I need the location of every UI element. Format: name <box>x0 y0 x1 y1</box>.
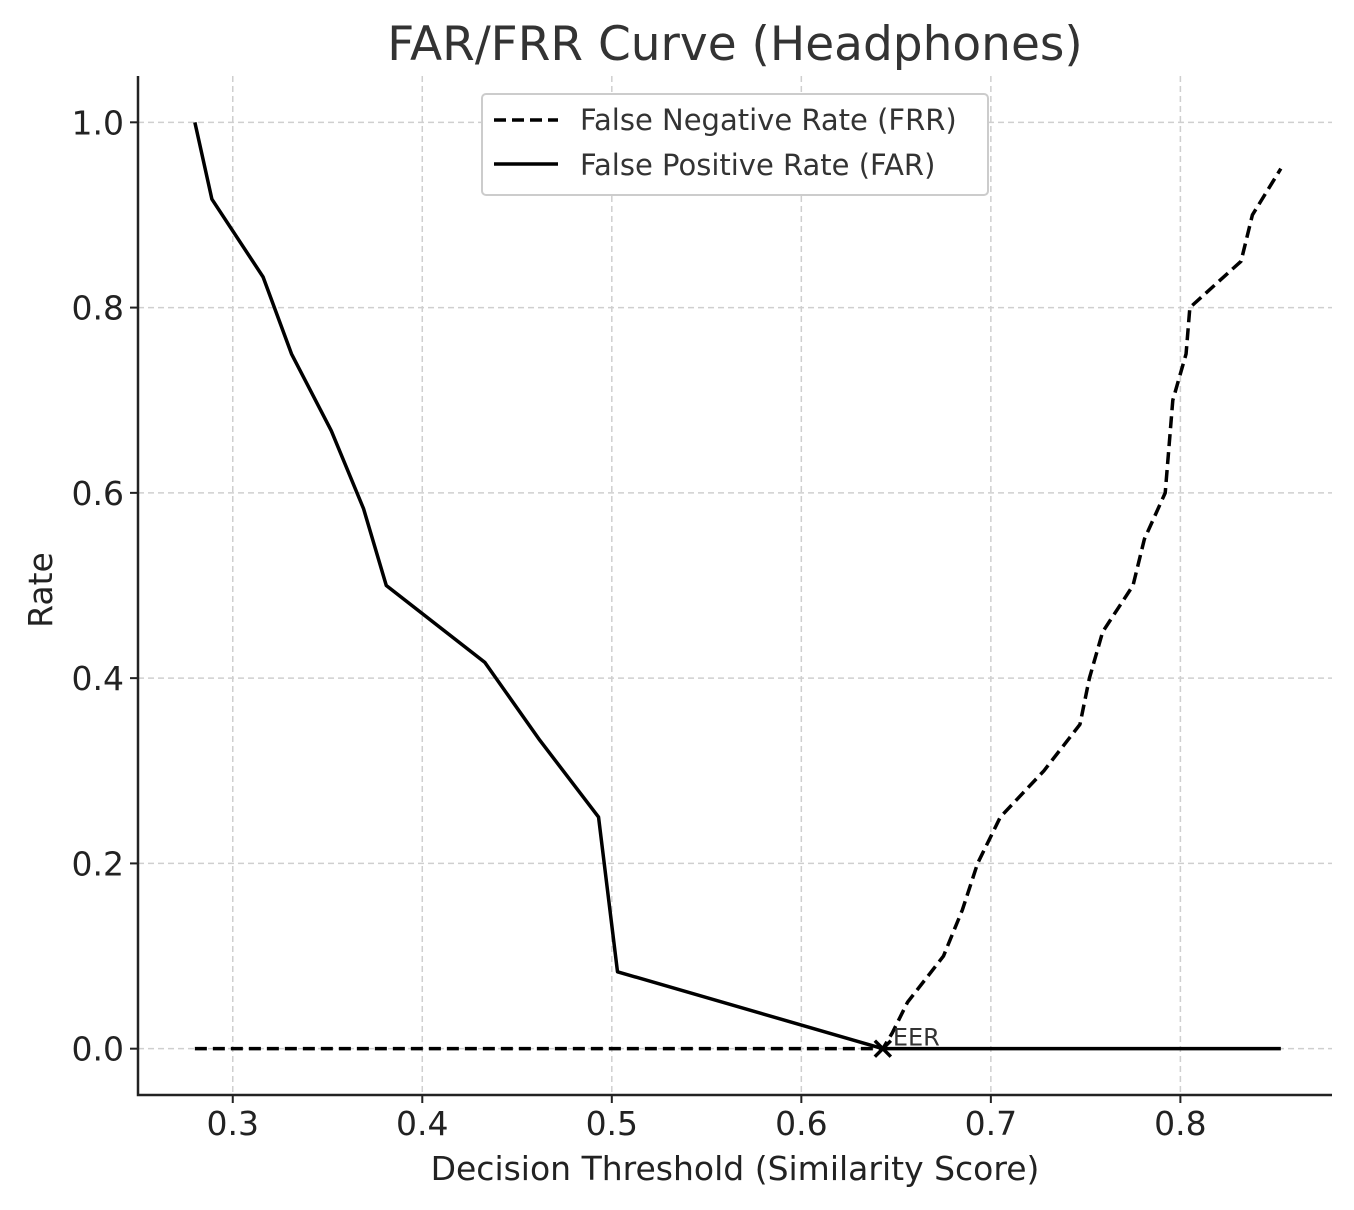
chart-title: FAR/FRR Curve (Headphones) <box>387 17 1082 72</box>
y-tick-label: 1.0 <box>72 103 124 142</box>
y-tick-label: 0.8 <box>72 289 124 328</box>
axis-spines <box>136 76 1332 1097</box>
annotation-layer: EER <box>873 1024 940 1058</box>
eer-marker <box>873 1039 893 1058</box>
x-tick-label: 0.8 <box>1154 1104 1206 1143</box>
legend-label-frr: False Negative Rate (FRR) <box>580 103 957 137</box>
x-tick-label: 0.5 <box>586 1104 638 1143</box>
x-tick-label: 0.6 <box>775 1104 827 1143</box>
eer-label: EER <box>893 1024 940 1052</box>
series-line-frr <box>194 167 1283 1051</box>
y-tick-label: 0.6 <box>72 474 124 513</box>
series-layer <box>193 121 1283 1051</box>
x-tick-label: 0.7 <box>965 1104 1017 1143</box>
legend-label-far: False Positive Rate (FAR) <box>580 148 935 182</box>
legend: False Negative Rate (FRR) False Positive… <box>481 93 989 196</box>
legend-frame <box>481 93 989 196</box>
series-line-far <box>193 121 1281 1051</box>
y-tick-label: 0.4 <box>72 659 124 698</box>
y-tick-label: 0.2 <box>72 844 124 883</box>
y-axis-label: Rate <box>21 552 60 628</box>
x-axis-label: Decision Threshold (Similarity Score) <box>431 1149 1040 1188</box>
x-tick-label: 0.4 <box>396 1104 448 1143</box>
eer-marker-stroke-b <box>873 1039 893 1058</box>
axes-layer: 0.3 0.4 0.5 0.6 0.7 0.8 0.0 0.2 0.4 0.6 0.8 1.0 <box>72 76 1332 1143</box>
grid-layer <box>138 76 1332 1095</box>
y-tick-label: 0.0 <box>72 1030 124 1069</box>
x-tick-label: 0.3 <box>207 1104 259 1143</box>
